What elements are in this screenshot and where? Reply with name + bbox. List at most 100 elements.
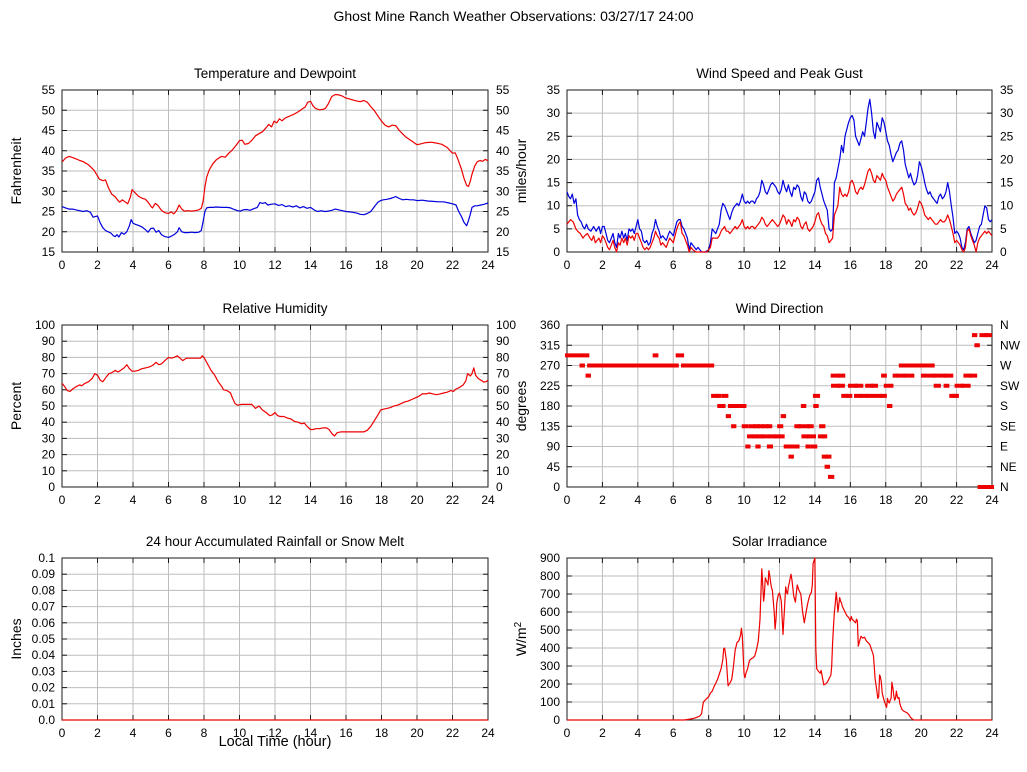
svg-text:24: 24 bbox=[985, 493, 999, 507]
svg-text:0: 0 bbox=[553, 480, 560, 494]
svg-text:4: 4 bbox=[130, 726, 137, 740]
svg-text:270: 270 bbox=[540, 359, 560, 373]
svg-text:20: 20 bbox=[42, 225, 56, 239]
svg-text:10: 10 bbox=[233, 726, 247, 740]
svg-text:8: 8 bbox=[201, 258, 208, 272]
svg-text:45: 45 bbox=[547, 460, 561, 474]
svg-text:24: 24 bbox=[985, 258, 999, 272]
wind-speed-gust-title: Wind Speed and Peak Gust bbox=[696, 66, 863, 81]
svg-text:20: 20 bbox=[496, 225, 510, 239]
svg-text:22: 22 bbox=[446, 493, 460, 507]
svg-text:4: 4 bbox=[634, 258, 641, 272]
svg-text:30: 30 bbox=[42, 184, 56, 198]
svg-text:10: 10 bbox=[233, 258, 247, 272]
svg-text:200: 200 bbox=[540, 677, 560, 691]
svg-text:0: 0 bbox=[496, 480, 503, 494]
svg-text:700: 700 bbox=[540, 587, 560, 601]
svg-text:0: 0 bbox=[59, 726, 66, 740]
svg-text:Percent: Percent bbox=[8, 382, 24, 430]
svg-text:14: 14 bbox=[808, 726, 822, 740]
svg-text:16: 16 bbox=[844, 493, 858, 507]
svg-text:0: 0 bbox=[564, 726, 571, 740]
svg-text:SE: SE bbox=[1000, 419, 1016, 433]
svg-text:6: 6 bbox=[165, 258, 172, 272]
local-time-axis-label: Local Time (hour) bbox=[218, 734, 332, 750]
svg-text:22: 22 bbox=[446, 258, 460, 272]
svg-text:10: 10 bbox=[737, 258, 751, 272]
svg-text:16: 16 bbox=[339, 258, 353, 272]
svg-text:30: 30 bbox=[496, 184, 510, 198]
svg-text:14: 14 bbox=[304, 493, 318, 507]
svg-text:22: 22 bbox=[950, 726, 964, 740]
svg-text:800: 800 bbox=[540, 569, 560, 583]
svg-text:18: 18 bbox=[879, 258, 893, 272]
svg-text:24: 24 bbox=[481, 726, 495, 740]
svg-text:18: 18 bbox=[375, 726, 389, 740]
svg-text:18: 18 bbox=[879, 493, 893, 507]
svg-text:180: 180 bbox=[540, 399, 560, 413]
svg-text:18: 18 bbox=[375, 258, 389, 272]
svg-text:22: 22 bbox=[446, 726, 460, 740]
svg-text:0.0: 0.0 bbox=[38, 713, 55, 727]
svg-text:14: 14 bbox=[808, 258, 822, 272]
svg-text:Fahrenheit: Fahrenheit bbox=[8, 137, 24, 204]
svg-text:30: 30 bbox=[496, 431, 510, 445]
svg-text:55: 55 bbox=[42, 83, 56, 97]
svg-text:100: 100 bbox=[540, 695, 560, 709]
svg-text:10: 10 bbox=[547, 199, 561, 213]
svg-text:8: 8 bbox=[201, 726, 208, 740]
svg-text:90: 90 bbox=[42, 334, 56, 348]
svg-text:2: 2 bbox=[599, 726, 606, 740]
svg-text:2: 2 bbox=[599, 258, 606, 272]
svg-text:0: 0 bbox=[59, 258, 66, 272]
svg-text:0: 0 bbox=[1000, 245, 1007, 259]
svg-text:N: N bbox=[1000, 318, 1009, 332]
svg-text:90: 90 bbox=[547, 440, 561, 454]
svg-text:12: 12 bbox=[268, 493, 282, 507]
svg-text:24: 24 bbox=[481, 493, 495, 507]
svg-text:16: 16 bbox=[844, 726, 858, 740]
svg-text:12: 12 bbox=[773, 258, 787, 272]
svg-text:70: 70 bbox=[496, 367, 510, 381]
svg-text:60: 60 bbox=[42, 383, 56, 397]
svg-text:2: 2 bbox=[94, 493, 101, 507]
svg-text:0: 0 bbox=[553, 713, 560, 727]
svg-text:0: 0 bbox=[59, 493, 66, 507]
svg-text:25: 25 bbox=[496, 205, 510, 219]
svg-text:15: 15 bbox=[547, 176, 561, 190]
svg-text:4: 4 bbox=[634, 726, 641, 740]
wind-direction-title: Wind Direction bbox=[735, 301, 824, 316]
svg-text:30: 30 bbox=[547, 106, 561, 120]
svg-text:0.02: 0.02 bbox=[32, 681, 56, 695]
svg-text:5: 5 bbox=[553, 222, 560, 236]
solar-irradiance-title: Solar Irradiance bbox=[731, 534, 828, 549]
svg-text:5: 5 bbox=[1000, 222, 1007, 236]
svg-text:0: 0 bbox=[564, 258, 571, 272]
svg-text:55: 55 bbox=[496, 83, 510, 97]
svg-text:10: 10 bbox=[496, 464, 510, 478]
svg-text:25: 25 bbox=[42, 205, 56, 219]
svg-text:12: 12 bbox=[268, 726, 282, 740]
svg-text:10: 10 bbox=[737, 493, 751, 507]
svg-text:degrees: degrees bbox=[513, 381, 529, 432]
svg-text:50: 50 bbox=[42, 103, 56, 117]
svg-text:60: 60 bbox=[496, 383, 510, 397]
svg-text:0.03: 0.03 bbox=[32, 664, 56, 678]
svg-text:22: 22 bbox=[950, 258, 964, 272]
svg-text:8: 8 bbox=[705, 493, 712, 507]
rainfall-title: 24 hour Accumulated Rainfall or Snow Mel… bbox=[145, 534, 405, 549]
temperature-dewpoint-title: Temperature and Dewpoint bbox=[193, 66, 357, 81]
svg-text:0: 0 bbox=[564, 493, 571, 507]
svg-text:500: 500 bbox=[540, 623, 560, 637]
svg-text:20: 20 bbox=[496, 448, 510, 462]
svg-text:10: 10 bbox=[42, 464, 56, 478]
svg-text:NE: NE bbox=[1000, 460, 1017, 474]
svg-text:20: 20 bbox=[914, 493, 928, 507]
svg-text:30: 30 bbox=[42, 431, 56, 445]
svg-text:8: 8 bbox=[201, 493, 208, 507]
